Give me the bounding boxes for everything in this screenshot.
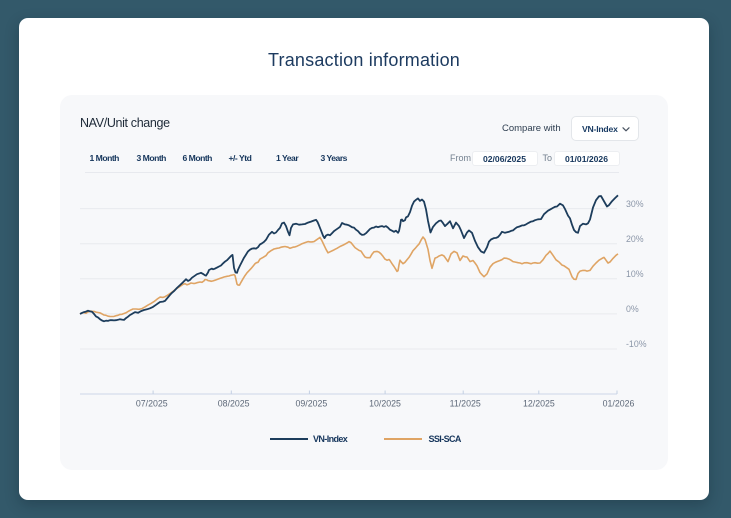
- svg-text:0%: 0%: [626, 304, 639, 314]
- svg-text:-10%: -10%: [626, 339, 647, 349]
- svg-text:11/2025: 11/2025: [450, 399, 481, 409]
- svg-text:30%: 30%: [626, 199, 644, 209]
- svg-text:12/2025: 12/2025: [523, 399, 555, 409]
- svg-text:10/2025: 10/2025: [369, 399, 401, 409]
- svg-text:20%: 20%: [626, 234, 644, 244]
- svg-text:08/2025: 08/2025: [218, 399, 250, 409]
- svg-text:01/2026: 01/2026: [603, 399, 635, 409]
- svg-text:07/2025: 07/2025: [136, 399, 168, 409]
- svg-text:09/2025: 09/2025: [295, 399, 327, 409]
- svg-text:10%: 10%: [626, 269, 644, 279]
